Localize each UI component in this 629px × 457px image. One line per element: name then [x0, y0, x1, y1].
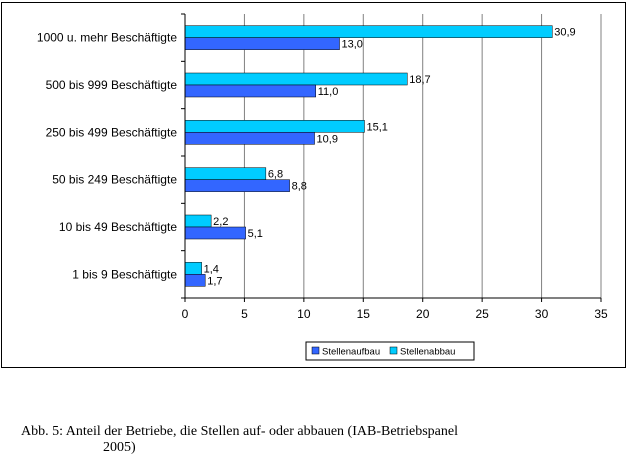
- chart-frame: 30,9 13,0 1000 u. mehr Beschäftigte 18,7 11,…: [1, 2, 626, 368]
- data-label: 5,1: [248, 228, 263, 240]
- bar-stellenaufbau: [184, 274, 206, 287]
- data-label: 13,0: [342, 39, 363, 51]
- data-label: 10,9: [317, 133, 338, 145]
- legend-swatch: [311, 346, 320, 355]
- x-tick-label: 0: [182, 307, 189, 321]
- data-label: 6,8: [268, 169, 283, 181]
- bar-stellenaufbau: [184, 37, 340, 50]
- data-label: 2,2: [213, 216, 228, 228]
- bar-stellenabbau: [184, 120, 365, 133]
- bar-stellenaufbau: [184, 179, 290, 192]
- plot-area: [185, 14, 601, 298]
- data-label: 15,1: [366, 121, 387, 133]
- data-label: 18,7: [409, 74, 430, 86]
- x-tick-label: 30: [535, 307, 549, 321]
- x-tick-label: 10: [297, 307, 311, 321]
- data-label: 1,4: [204, 263, 219, 275]
- bar-chart: 30,9 13,0 1000 u. mehr Beschäftigte 18,7 11,…: [37, 13, 608, 361]
- bar-stellenabbau: [184, 72, 408, 86]
- data-label: 11,0: [318, 86, 339, 98]
- category-label: 10 bis 49 Beschäftigte: [59, 220, 177, 234]
- category-label: 1 bis 9 Beschäftigte: [72, 267, 177, 281]
- bar-stellenabbau: [184, 25, 553, 38]
- data-label: 30,9: [554, 27, 575, 39]
- caption-line-1: Abb. 5: Anteil der Betriebe, die Stellen…: [21, 424, 458, 439]
- legend-label: Stellenabbau: [400, 347, 455, 358]
- caption-line-2: 2005): [103, 440, 136, 455]
- legend-label: Stellenaufbau: [322, 347, 380, 358]
- bar-stellenabbau: [184, 214, 212, 228]
- bar-stellenaufbau: [184, 132, 315, 145]
- x-tick-label: 20: [416, 307, 430, 321]
- data-label: 1,7: [207, 275, 222, 287]
- category-label: 50 bis 249 Beschäftigte: [52, 173, 177, 187]
- x-tick-label: 5: [241, 307, 248, 321]
- bar-stellenaufbau: [184, 84, 316, 98]
- legend-swatch: [389, 346, 398, 355]
- category-label: 250 bis 499 Beschäftigte: [46, 125, 178, 139]
- category-label: 500 bis 999 Beschäftigte: [46, 78, 178, 92]
- x-tick-label: 35: [594, 307, 608, 321]
- data-label: 8,8: [292, 181, 307, 193]
- bar-stellenabbau: [184, 262, 202, 275]
- bar-stellenaufbau: [184, 226, 246, 240]
- x-tick-label: 25: [475, 307, 489, 321]
- category-label: 1000 u. mehr Beschäftigte: [37, 31, 177, 45]
- x-tick-label: 15: [357, 307, 371, 321]
- figure-caption: Abb. 5: Anteil der Betriebe, die Stellen…: [21, 424, 581, 456]
- bar-stellenabbau: [184, 167, 267, 180]
